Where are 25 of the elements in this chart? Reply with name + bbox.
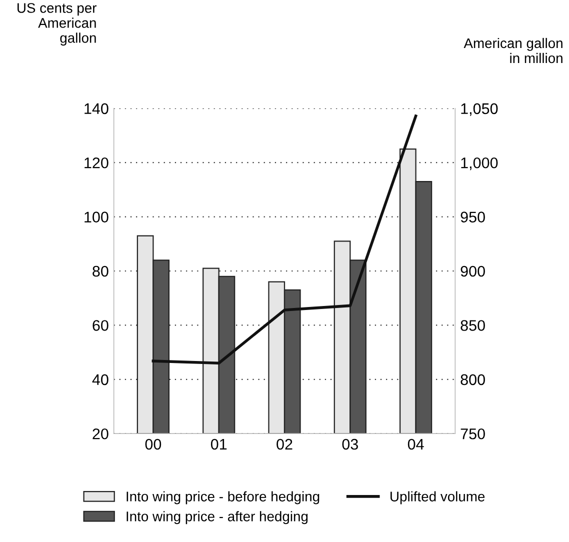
y-tick-label: 40 — [92, 374, 108, 386]
y2-tick-label: 850 — [460, 320, 485, 331]
y-tick-label: 60 — [92, 320, 108, 331]
y-tick-label: 80 — [92, 266, 108, 277]
legend-label: Into wing price - before hedging — [126, 491, 320, 504]
y2-tick-label: 900 — [460, 266, 485, 277]
y2-tick-label: 1,050 — [461, 103, 498, 116]
x-tick-label: 02 — [276, 438, 292, 450]
x-tick-label: 00 — [145, 438, 162, 450]
y-tick-label: 100 — [84, 212, 108, 222]
line-series — [152, 114, 418, 365]
y2-tick-label: 750 — [460, 428, 485, 440]
y-tick-label: 140 — [84, 103, 108, 114]
y2-axis-title: American gallon in million — [464, 38, 562, 64]
x-tick-label: 01 — [210, 438, 227, 450]
y2-tick-label: 950 — [460, 212, 485, 222]
legend-label: Into wing price - after hedging — [126, 511, 308, 524]
x-tick-label: 04 — [408, 438, 424, 450]
y2-tick-label: 800 — [460, 374, 485, 386]
y-tick-label: 120 — [84, 157, 108, 168]
y2-tick-label: 1,000 — [461, 157, 498, 170]
legend-label: Uplifted volume — [390, 491, 485, 504]
y-axis-title: US cents per American gallon — [18, 3, 97, 46]
y-tick-label: 20 — [92, 428, 108, 440]
x-tick-label: 03 — [342, 438, 358, 450]
